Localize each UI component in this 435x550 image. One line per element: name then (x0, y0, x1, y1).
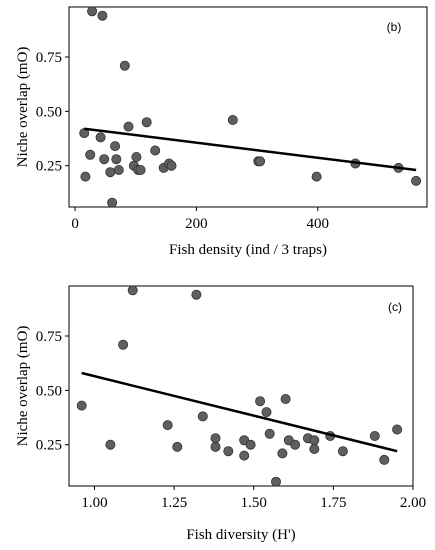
data-point-c-10 (223, 446, 234, 457)
data-point-b-6 (99, 154, 110, 165)
x-tick-label-b-1: 200 (185, 216, 208, 232)
chart-panel-c: 0.25 0.50 0.75 1.00 1.25 1.50 1.75 2.00 (c) Fi… (15, 285, 426, 543)
data-point-c-26 (337, 446, 348, 457)
panel-label-b: (b) (387, 20, 402, 34)
data-point-b-22 (166, 160, 177, 171)
data-point-b-26 (311, 171, 322, 182)
data-point-c-0 (76, 400, 87, 411)
data-point-b-2 (85, 149, 96, 160)
x-tick-label-c-2: 1.50 (241, 495, 267, 511)
data-point-b-15 (131, 151, 142, 162)
data-point-c-14 (255, 396, 266, 407)
data-point-b-0 (79, 128, 90, 139)
data-point-c-6 (191, 289, 202, 300)
data-point-b-3 (87, 6, 98, 17)
x-axis-ticks-c: 1.00 1.25 1.50 1.75 2.00 (81, 486, 426, 511)
x-tick-label-c-3: 1.75 (320, 495, 346, 511)
data-point-b-4 (95, 132, 106, 143)
data-point-c-9 (210, 433, 221, 444)
data-point-c-5 (172, 441, 183, 452)
trend-line-c (81, 371, 398, 453)
data-point-c-8 (210, 441, 221, 452)
data-point-c-28 (379, 454, 390, 465)
data-point-b-8 (107, 197, 118, 208)
data-point-b-9 (110, 141, 121, 152)
data-point-c-2 (118, 339, 129, 350)
y-tick-label-b-0: 0.25 (36, 159, 62, 175)
x-tick-label-b-0: 0 (71, 216, 79, 232)
plot-frame-b (68, 6, 428, 208)
data-point-c-23 (309, 435, 320, 446)
data-point-c-17 (270, 476, 281, 487)
data-point-c-24 (309, 443, 320, 454)
data-point-c-15 (261, 407, 272, 418)
y-tick-label-c-2: 0.75 (36, 329, 62, 345)
x-axis-title-c: Fish diversity (H') (186, 527, 295, 543)
data-points-b (79, 6, 422, 208)
data-point-b-23 (227, 115, 238, 126)
y-axis-ticks-c: 0.25 0.50 0.75 (36, 329, 69, 454)
x-tick-label-c-1: 1.25 (161, 495, 187, 511)
data-point-b-25 (255, 156, 266, 167)
chart-panel-b: 0.25 0.50 0.75 0 200 400 (b) Fish density (i… (15, 6, 428, 258)
x-axis-ticks-b: 0 200 400 (71, 207, 329, 232)
data-point-b-29 (411, 175, 422, 186)
data-point-b-13 (123, 121, 134, 132)
data-point-c-13 (245, 439, 256, 450)
y-tick-label-b-1: 0.50 (36, 104, 62, 120)
y-tick-label-c-0: 0.25 (36, 438, 62, 454)
data-point-b-12 (119, 60, 130, 71)
x-tick-label-c-4: 2.00 (400, 495, 426, 511)
y-tick-label-c-1: 0.50 (36, 383, 62, 399)
x-tick-label-b-2: 400 (307, 216, 330, 232)
data-point-c-29 (392, 424, 403, 435)
data-point-c-12 (239, 450, 250, 461)
data-point-b-18 (141, 117, 152, 128)
y-tick-label-b-2: 0.75 (36, 50, 62, 66)
data-point-b-19 (150, 145, 161, 156)
data-point-b-5 (97, 10, 108, 21)
trend-line-b (84, 127, 417, 172)
data-point-c-18 (277, 448, 288, 459)
y-axis-title-c: Niche overlap (mO) (15, 326, 31, 447)
data-point-b-10 (111, 154, 122, 165)
data-points-c (76, 285, 403, 487)
data-point-b-1 (80, 171, 91, 182)
y-axis-ticks-b: 0.25 0.50 0.75 (36, 50, 69, 175)
data-point-c-7 (197, 411, 208, 422)
y-axis-title-b: Niche overlap (mO) (15, 47, 31, 168)
x-axis-title-b: Fish density (ind / 3 traps) (169, 242, 327, 258)
data-point-c-19 (280, 393, 291, 404)
panel-label-c: (c) (388, 300, 402, 314)
data-point-c-27 (369, 430, 380, 441)
data-point-c-21 (290, 439, 301, 450)
plot-frame-c (68, 285, 414, 487)
data-point-c-1 (105, 439, 116, 450)
data-point-c-3 (127, 285, 138, 296)
data-point-c-16 (264, 428, 275, 439)
data-point-b-11 (113, 164, 124, 175)
data-point-b-7 (105, 167, 116, 178)
x-tick-label-c-0: 1.00 (81, 495, 107, 511)
data-point-c-4 (162, 420, 173, 431)
data-point-b-17 (135, 164, 146, 175)
